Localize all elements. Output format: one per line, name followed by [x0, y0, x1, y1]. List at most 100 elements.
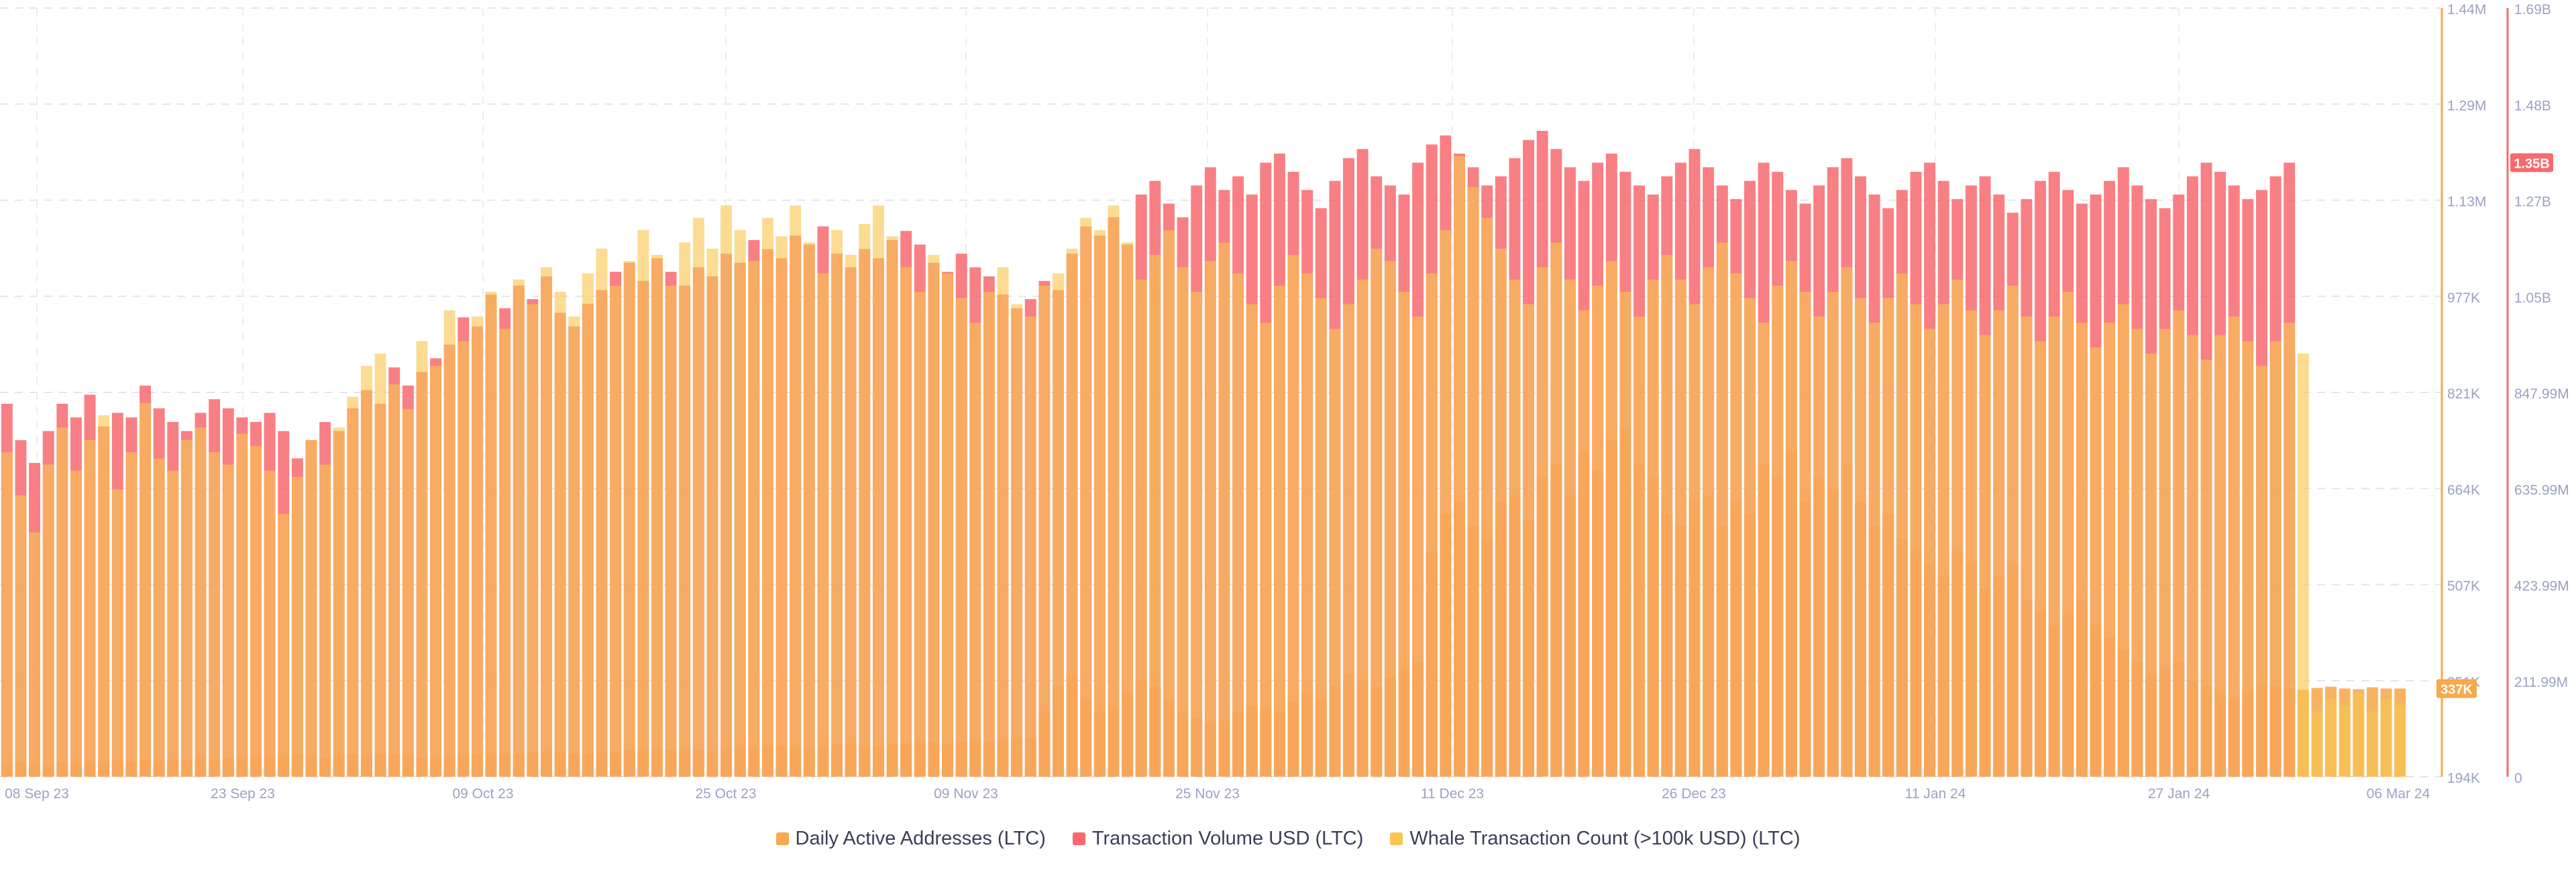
- whale-bar: [1053, 273, 1064, 777]
- y-tick-left: 1.44M: [2447, 2, 2486, 17]
- whale-bar: [458, 341, 470, 777]
- whale-bar: [347, 396, 359, 777]
- whale-bar: [29, 532, 41, 777]
- whale-bar: [872, 205, 884, 777]
- whale-bar: [1674, 279, 1686, 777]
- whale-bar: [2090, 347, 2102, 777]
- whale-bar: [831, 230, 843, 777]
- whale-bar: [2214, 335, 2226, 777]
- whale-bar: [195, 427, 207, 777]
- whale-bar: [1329, 329, 1341, 777]
- whale-bar: [180, 439, 193, 777]
- whale-bar: [305, 439, 317, 777]
- whale-bar: [1785, 261, 1797, 777]
- whale-bar: [2131, 329, 2143, 777]
- legend-swatch-volume: [1072, 832, 1085, 845]
- whale-bar: [2145, 353, 2157, 777]
- whale-bar: [2021, 316, 2033, 777]
- x-tick-label: 09 Nov 23: [934, 786, 998, 802]
- whale-bar: [2325, 699, 2337, 777]
- whale-bar: [222, 464, 234, 777]
- current-addresses-badge: [2436, 679, 2477, 698]
- y-tick-right: 211.99M: [2514, 675, 2568, 690]
- whale-bar: [1080, 217, 1092, 777]
- whale-bar: [969, 323, 981, 777]
- whale-bar: [209, 452, 221, 777]
- whale-bar: [98, 415, 110, 777]
- x-tick-label: 08 Sep 23: [5, 786, 69, 802]
- whale-bar: [1343, 304, 1354, 777]
- whale-bar: [1495, 248, 1507, 777]
- whale-bar: [1467, 186, 1479, 777]
- legend-item-whale-transactions[interactable]: Whale Transaction Count (>100k USD) (LTC…: [1390, 828, 1801, 850]
- whale-bar: [1384, 261, 1396, 777]
- whale-bar: [2394, 705, 2406, 777]
- x-tick-label: 09 Oct 23: [452, 786, 513, 802]
- legend-swatch-addresses: [775, 832, 789, 845]
- whale-bar: [513, 279, 525, 777]
- x-tick-label: 11 Jan 24: [1905, 786, 1966, 802]
- whale-bar: [1910, 304, 1922, 777]
- x-tick-label: 25 Oct 23: [695, 786, 756, 802]
- whale-bar: [720, 205, 733, 777]
- whale-bar: [1523, 304, 1535, 777]
- whale-bar: [1177, 267, 1189, 777]
- whale-bar: [623, 261, 635, 777]
- x-tick-label: 26 Dec 23: [1662, 786, 1726, 802]
- whale-bar: [1149, 254, 1161, 777]
- whale-bar: [250, 446, 262, 777]
- whale-bar: [2006, 285, 2019, 777]
- whale-bar: [2284, 323, 2296, 777]
- whale-bar: [1841, 267, 1853, 777]
- whale-bar: [2186, 335, 2198, 777]
- legend-item-transaction-volume[interactable]: Transaction Volume USD (LTC): [1072, 828, 1363, 850]
- legend-label-addresses: Daily Active Addresses (LTC): [795, 827, 1046, 849]
- whale-bar: [2339, 705, 2351, 777]
- whale-bar: [1536, 267, 1548, 777]
- whale-bar: [1605, 261, 1617, 777]
- whale-bar: [1454, 156, 1465, 777]
- whale-bar: [1703, 267, 1715, 777]
- whale-bar: [1772, 285, 1784, 777]
- y-tick-right: 1.05B: [2514, 290, 2551, 306]
- whale-bar: [775, 236, 788, 777]
- whale-bar: [1093, 230, 1106, 777]
- whale-bar: [1, 452, 13, 777]
- whale-bar: [1965, 310, 1977, 777]
- whale-bar: [2256, 366, 2267, 777]
- whale-bar: [374, 353, 386, 777]
- legend-item-daily-active-addresses[interactable]: Daily Active Addresses (LTC): [775, 827, 1046, 850]
- whale-bar: [1315, 298, 1327, 777]
- whale-bar: [1550, 242, 1562, 777]
- whale-bar: [1758, 323, 1770, 777]
- whale-bar: [942, 273, 953, 777]
- whale-bar: [2117, 304, 2129, 777]
- whale-bar: [955, 298, 967, 777]
- y-tick-left: 977K: [2447, 290, 2480, 306]
- whale-bar: [1633, 316, 1646, 777]
- whale-bar: [1011, 304, 1023, 777]
- whale-bar: [2228, 316, 2240, 777]
- whale-bar: [1813, 316, 1825, 777]
- whale-bar: [2366, 711, 2378, 777]
- whale-bar: [1481, 217, 1493, 777]
- whale-bar: [886, 236, 898, 777]
- whale-bar: [485, 292, 497, 777]
- whale-bar: [56, 427, 68, 777]
- whale-bar: [859, 223, 871, 777]
- whale-bar: [278, 514, 290, 777]
- whale-bar: [1356, 279, 1368, 777]
- whale-bar: [1371, 248, 1383, 777]
- x-tick-label: 23 Sep 23: [211, 786, 275, 802]
- whale-bar: [167, 470, 179, 777]
- whale-bar: [541, 267, 552, 777]
- axis-layer: 194K0351K211.99M507K423.99M664K635.99M82…: [5, 2, 2569, 802]
- x-tick-label: 11 Dec 23: [1421, 786, 1484, 802]
- y-tick-left: 821K: [2447, 386, 2480, 402]
- whale-bar: [1744, 298, 1756, 777]
- whale-bar: [692, 217, 704, 777]
- whale-bar: [1232, 273, 1244, 777]
- whale-bar: [1204, 261, 1216, 777]
- whale-bar: [1260, 323, 1272, 777]
